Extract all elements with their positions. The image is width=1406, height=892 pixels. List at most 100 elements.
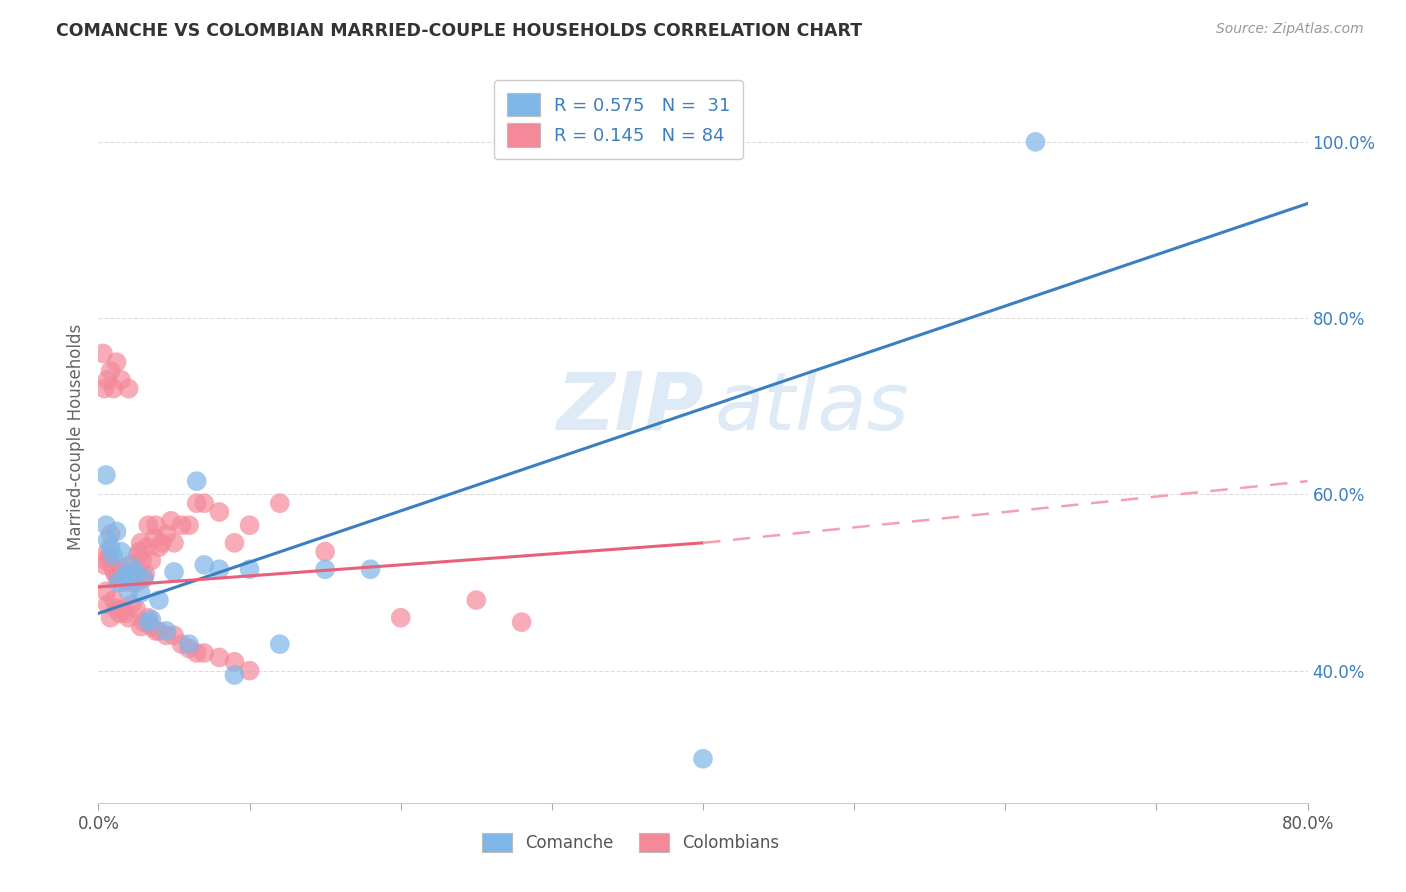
Point — [148, 540, 170, 554]
Point — [114, 566, 136, 581]
Point — [239, 562, 262, 576]
Point — [186, 474, 208, 488]
Point — [145, 518, 167, 533]
Point — [163, 536, 186, 550]
Point — [179, 641, 201, 656]
Point — [111, 575, 134, 590]
Point — [132, 571, 155, 585]
Point — [93, 558, 115, 572]
Point — [124, 566, 146, 581]
Point — [224, 655, 246, 669]
Point — [96, 373, 118, 387]
Point — [129, 536, 152, 550]
Point — [103, 382, 125, 396]
Point — [96, 533, 118, 548]
Point — [127, 549, 149, 563]
Point — [100, 527, 122, 541]
Point — [111, 602, 134, 616]
Point — [105, 355, 128, 369]
Point — [145, 624, 167, 638]
Point — [103, 562, 125, 576]
Point — [105, 602, 128, 616]
Point — [114, 607, 136, 621]
Point — [224, 536, 246, 550]
Point — [134, 566, 156, 581]
Point — [114, 566, 136, 581]
Point — [136, 611, 159, 625]
Point — [110, 562, 132, 576]
Point — [112, 566, 135, 581]
Point — [1024, 135, 1046, 149]
Point — [105, 566, 128, 581]
Point — [100, 364, 122, 378]
Point — [100, 540, 122, 554]
Point — [170, 518, 193, 533]
Point — [186, 646, 208, 660]
Point — [112, 573, 135, 587]
Point — [143, 532, 166, 546]
Point — [115, 571, 138, 585]
Point — [224, 668, 246, 682]
Point — [150, 536, 173, 550]
Point — [465, 593, 488, 607]
Point — [121, 598, 143, 612]
Point — [141, 619, 163, 633]
Point — [94, 553, 117, 567]
Point — [132, 615, 155, 629]
Point — [94, 467, 117, 482]
Point — [108, 607, 131, 621]
Point — [160, 514, 183, 528]
Text: Source: ZipAtlas.com: Source: ZipAtlas.com — [1216, 22, 1364, 37]
Point — [110, 373, 132, 387]
Point — [107, 571, 129, 585]
Point — [136, 615, 159, 629]
Point — [125, 602, 148, 616]
Text: ZIP: ZIP — [555, 368, 703, 447]
Point — [132, 571, 155, 585]
Point — [208, 650, 231, 665]
Point — [118, 611, 141, 625]
Point — [129, 586, 152, 600]
Point — [193, 496, 215, 510]
Point — [155, 527, 177, 541]
Point — [105, 524, 128, 539]
Point — [103, 593, 125, 607]
Point — [98, 549, 121, 563]
Point — [179, 637, 201, 651]
Point — [360, 562, 382, 576]
Point — [120, 558, 142, 572]
Point — [155, 624, 177, 638]
Point — [125, 575, 148, 590]
Point — [170, 637, 193, 651]
Point — [239, 664, 262, 678]
Point — [148, 624, 170, 638]
Point — [692, 752, 714, 766]
Point — [148, 593, 170, 607]
Point — [122, 566, 145, 581]
Point — [96, 544, 118, 558]
Point — [135, 540, 157, 554]
Point — [314, 562, 336, 576]
Point — [108, 565, 131, 579]
Point — [94, 584, 117, 599]
Point — [93, 382, 115, 396]
Point — [389, 611, 412, 625]
Legend: Comanche, Colombians: Comanche, Colombians — [474, 824, 787, 860]
Point — [107, 575, 129, 590]
Point — [193, 646, 215, 660]
Point — [94, 518, 117, 533]
Point — [121, 559, 143, 574]
Point — [96, 598, 118, 612]
Point — [100, 611, 122, 625]
Point — [239, 518, 262, 533]
Point — [118, 382, 141, 396]
Point — [179, 518, 201, 533]
Point — [141, 613, 163, 627]
Y-axis label: Married-couple Households: Married-couple Households — [66, 324, 84, 550]
Point — [101, 558, 124, 572]
Point — [110, 544, 132, 558]
Point — [128, 544, 150, 558]
Point — [129, 619, 152, 633]
Point — [314, 544, 336, 558]
Point — [103, 549, 125, 563]
